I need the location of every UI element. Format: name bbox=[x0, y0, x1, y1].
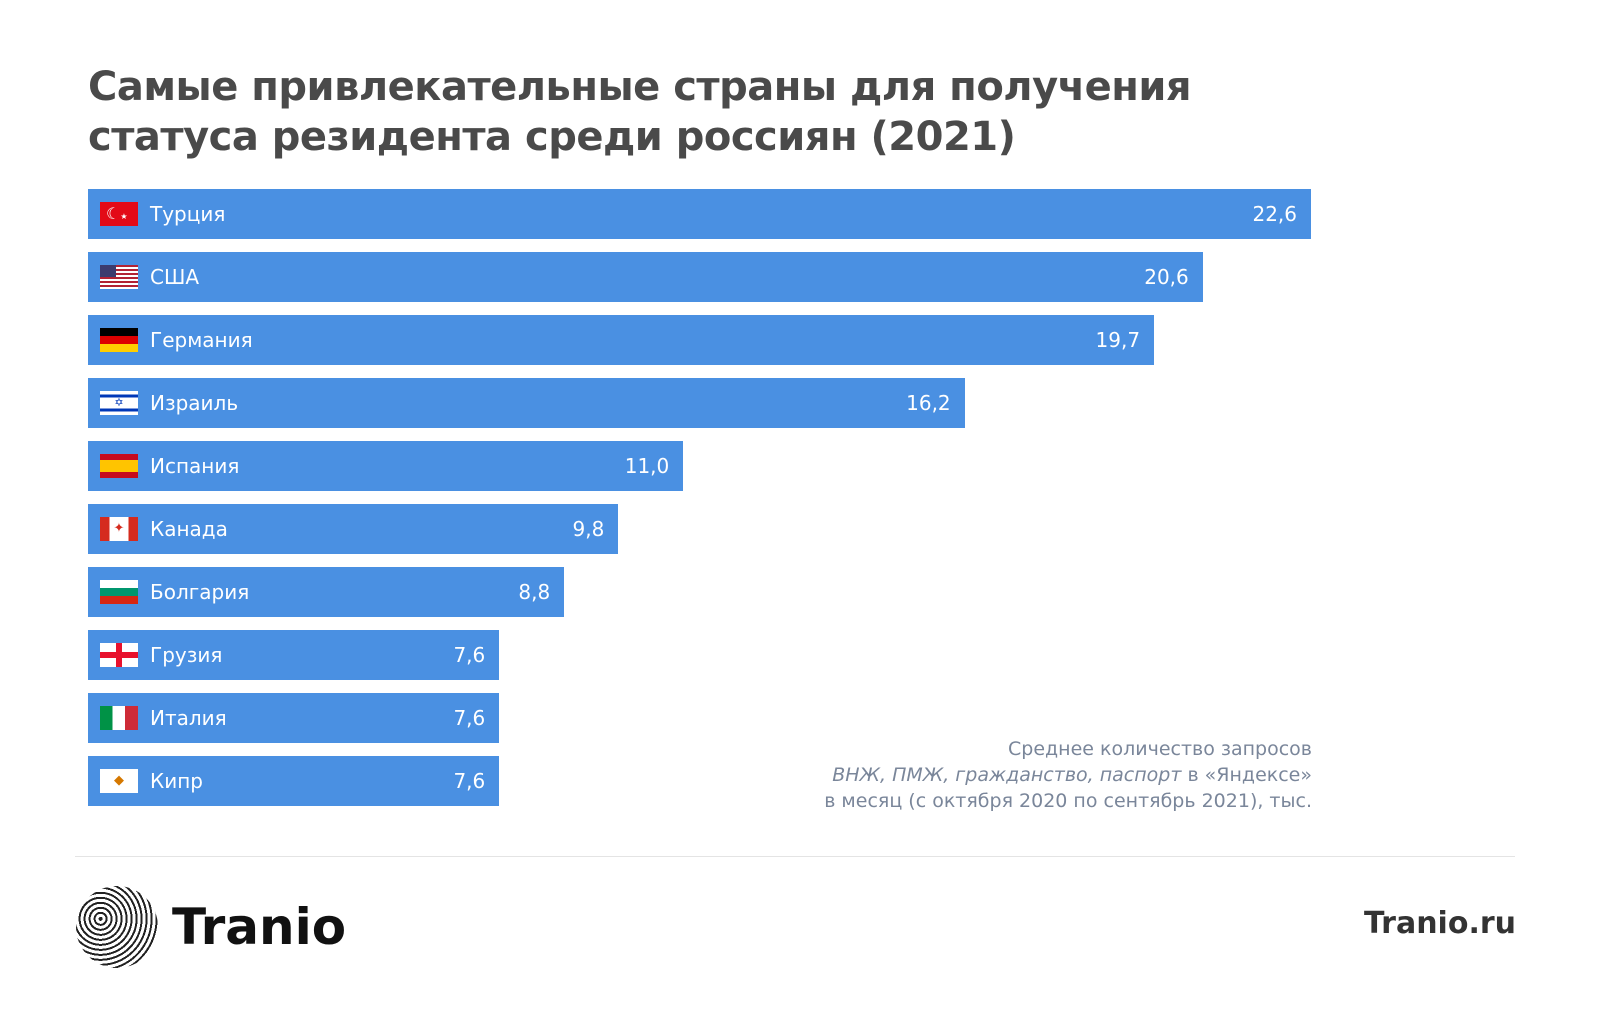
bar-8: Грузия 7,6 bbox=[88, 630, 500, 680]
bar-label: Канада bbox=[150, 517, 228, 541]
bar-label: Испания bbox=[150, 454, 240, 478]
bar-4: ✡ Израиль 16,2 bbox=[88, 378, 965, 428]
spain-flag-icon bbox=[100, 454, 138, 478]
bar-10: ◆ Кипр 7,6 bbox=[88, 756, 500, 806]
germany-flag-icon bbox=[100, 328, 138, 352]
bar-value: 9,8 bbox=[572, 517, 605, 541]
bar-label: США bbox=[150, 265, 200, 289]
bar-6: ✦ Канада 9,8 bbox=[88, 504, 619, 554]
bar-value: 8,8 bbox=[518, 580, 551, 604]
bar-label: Израиль bbox=[150, 391, 239, 415]
brand-name: Tranio bbox=[172, 898, 347, 956]
note-line-1: Среднее количество запросов bbox=[1008, 738, 1312, 760]
note-line-2: ВНЖ, ПМЖ, гражданство, паспорт в «Яндекс… bbox=[824, 762, 1312, 788]
usa-flag-icon bbox=[100, 265, 138, 289]
bar-7: Болгария 8,8 bbox=[88, 567, 565, 617]
bar-value: 7,6 bbox=[453, 706, 486, 730]
bar-value: 20,6 bbox=[1144, 265, 1189, 289]
bar-2: США 20,6 bbox=[88, 252, 1203, 302]
bar-value: 16,2 bbox=[906, 391, 951, 415]
title-line-2: статуса резидента среди россиян (2021) bbox=[88, 114, 1016, 160]
bar-label: Италия bbox=[150, 706, 227, 730]
title-line-1: Самые привлекательные страны для получен… bbox=[88, 64, 1192, 110]
bar-value: 19,7 bbox=[1095, 328, 1141, 352]
note-italic: ВНЖ, ПМЖ, гражданство, паспорт bbox=[832, 764, 1182, 786]
bulgaria-flag-icon bbox=[100, 580, 138, 604]
site-link[interactable]: Tranio.ru bbox=[1363, 906, 1516, 941]
note-rest: в «Яндексе» bbox=[1181, 764, 1312, 786]
georgia-flag-icon bbox=[100, 643, 138, 667]
bar-value: 7,6 bbox=[453, 643, 486, 667]
tranio-logo-icon bbox=[76, 886, 158, 968]
turkey-flag-icon: ☾★ bbox=[100, 202, 138, 226]
israel-flag-icon: ✡ bbox=[100, 391, 138, 415]
cyprus-flag-icon: ◆ bbox=[100, 769, 138, 793]
canada-flag-icon: ✦ bbox=[100, 517, 138, 541]
bar-label: Германия bbox=[150, 328, 253, 352]
chart-note: Среднее количество запросов ВНЖ, ПМЖ, гр… bbox=[824, 736, 1312, 814]
bar-5: Испания 11,0 bbox=[88, 441, 684, 491]
note-line-3: в месяц (с октября 2020 по сентябрь 2021… bbox=[824, 790, 1312, 812]
bar-1: ☾★ Турция 22,6 bbox=[88, 189, 1311, 239]
bar-value: 22,6 bbox=[1252, 202, 1297, 226]
italy-flag-icon bbox=[100, 706, 138, 730]
chart-title: Самые привлекательные страны для получен… bbox=[88, 62, 1192, 162]
footer-divider bbox=[75, 856, 1515, 857]
bar-3: Германия 19,7 bbox=[88, 315, 1155, 365]
bar-label: Кипр bbox=[150, 769, 203, 793]
bar-label: Турция bbox=[150, 202, 226, 226]
bar-label: Болгария bbox=[150, 580, 250, 604]
bar-value: 11,0 bbox=[624, 454, 670, 478]
bar-label: Грузия bbox=[150, 643, 223, 667]
bar-value: 7,6 bbox=[453, 769, 486, 793]
bar-9: Италия 7,6 bbox=[88, 693, 500, 743]
